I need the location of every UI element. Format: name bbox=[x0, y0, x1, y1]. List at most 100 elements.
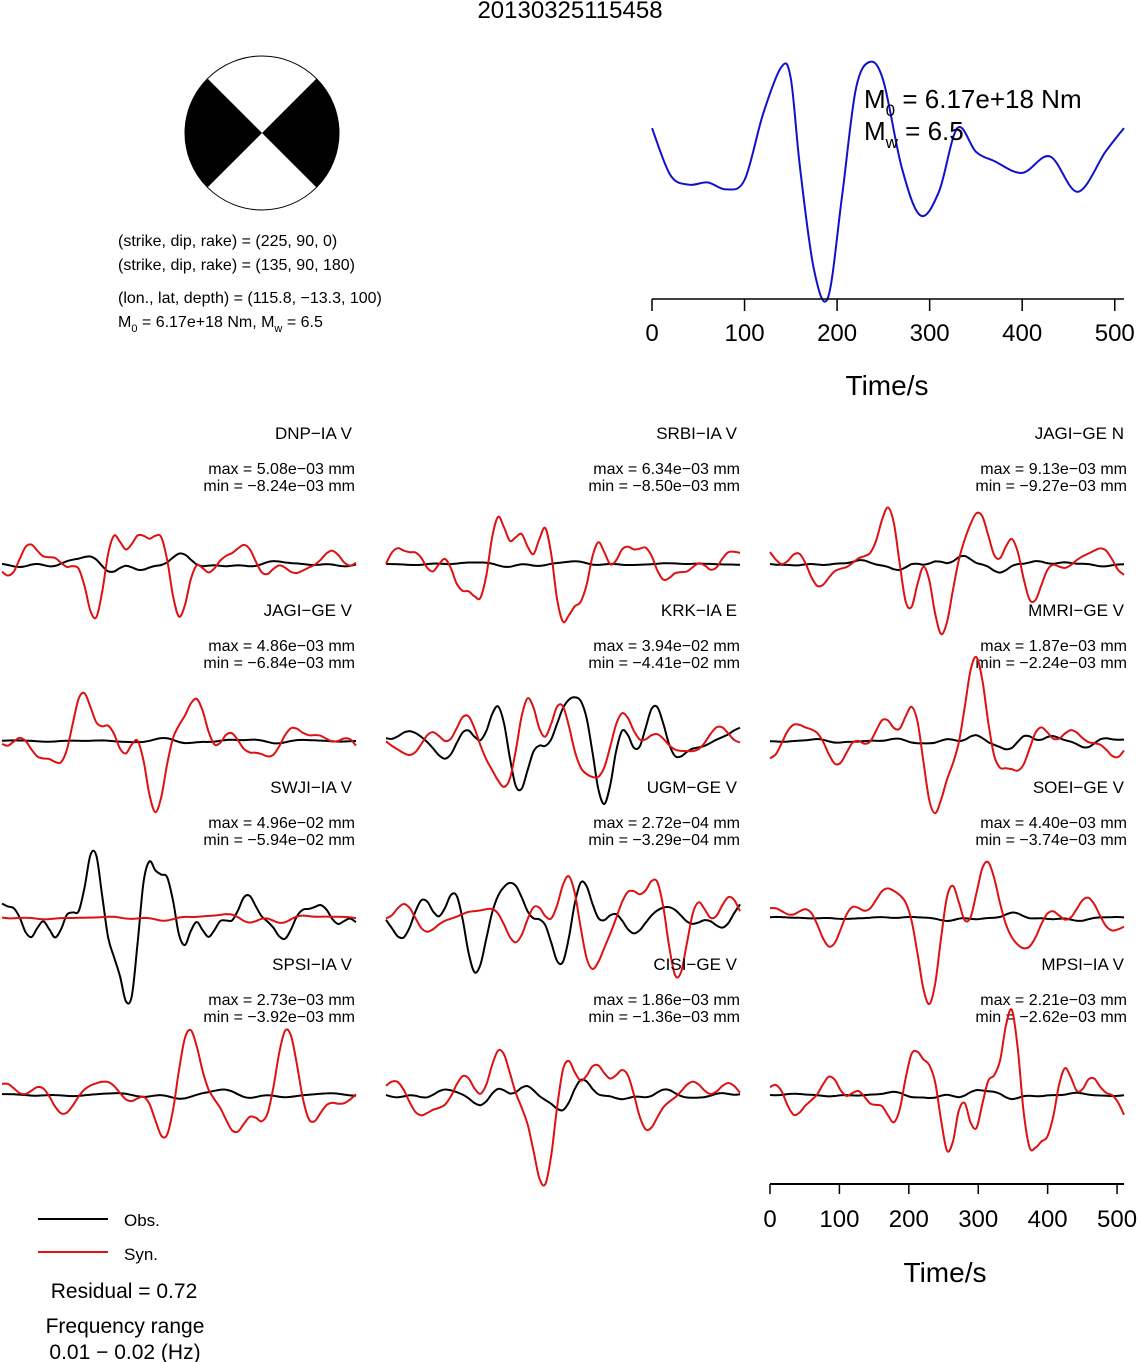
legend-obs-label: Obs. bbox=[124, 1211, 160, 1230]
station-name: JAGI−GE N bbox=[1035, 424, 1124, 443]
frequency-range-label: Frequency range bbox=[46, 1315, 205, 1338]
stf-mw: Mw = 6.5 bbox=[864, 116, 964, 152]
observed-trace bbox=[385, 880, 741, 974]
stf-tick-label: 100 bbox=[725, 320, 765, 347]
beachball bbox=[184, 55, 340, 211]
stf-tick-label: 500 bbox=[1095, 320, 1135, 347]
station-name: JAGI−GE V bbox=[264, 601, 353, 620]
source-location: (lon., lat, depth) = (115.8, −13.3, 100) bbox=[118, 290, 382, 307]
station-name: CISI−GE V bbox=[653, 955, 737, 974]
station-max: max = 5.08e−03 mm bbox=[208, 461, 355, 478]
station-name: SOEI−GE V bbox=[1033, 778, 1125, 797]
station-name: MMRI−GE V bbox=[1028, 601, 1125, 620]
station-max: max = 4.96e−02 mm bbox=[208, 815, 355, 832]
station-name: UGM−GE V bbox=[647, 778, 738, 797]
stf-curve bbox=[651, 60, 1125, 303]
station-min: min = −6.84e−03 mm bbox=[203, 655, 355, 672]
observed-trace bbox=[385, 560, 741, 568]
figure-title: 20130325115458 bbox=[477, 0, 662, 24]
stf-tick-label: 300 bbox=[910, 320, 950, 347]
nodal-plane-2: (strike, dip, rake) = (135, 90, 180) bbox=[118, 257, 355, 274]
station-max: max = 4.86e−03 mm bbox=[208, 638, 355, 655]
residual: Residual = 0.72 bbox=[51, 1280, 198, 1303]
station-min: min = −2.62e−03 mm bbox=[975, 1009, 1127, 1026]
synthetic-trace bbox=[385, 1048, 741, 1187]
observed-trace bbox=[385, 1078, 741, 1112]
station-max: max = 9.13e−03 mm bbox=[980, 461, 1127, 478]
station-max: max = 2.21e−03 mm bbox=[980, 992, 1127, 1009]
station-min: min = −8.50e−03 mm bbox=[588, 478, 740, 495]
legend-syn-label: Syn. bbox=[124, 1245, 158, 1264]
source-time-function: 0 100 200 300 400 500 bbox=[645, 60, 1135, 347]
station-name: KRK−IA E bbox=[661, 601, 737, 620]
station-min: min = −2.24e−03 mm bbox=[975, 655, 1127, 672]
synthetic-trace bbox=[385, 875, 741, 979]
station-name: SWJI−IA V bbox=[270, 778, 352, 797]
station-max: max = 6.34e−03 mm bbox=[593, 461, 740, 478]
traces-tick-label: 100 bbox=[819, 1206, 859, 1233]
traces-tick-label: 200 bbox=[889, 1206, 929, 1233]
traces-tick-label: 400 bbox=[1028, 1206, 1068, 1233]
synthetic-trace bbox=[1, 533, 357, 620]
traces-xlabel: Time/s bbox=[904, 1257, 987, 1288]
source-moment: M0 = 6.17e+18 Nm, Mw = 6.5 bbox=[118, 314, 323, 335]
station-name: SPSI−IA V bbox=[272, 955, 353, 974]
synthetic-trace bbox=[1, 913, 357, 924]
synthetic-trace bbox=[769, 506, 1125, 636]
observed-trace bbox=[1, 849, 357, 1005]
synthetic-trace bbox=[385, 515, 741, 624]
station-max: max = 1.86e−03 mm bbox=[593, 992, 740, 1009]
observed-trace bbox=[2, 1088, 357, 1100]
stf-tick-label: 400 bbox=[1002, 320, 1042, 347]
station-name: SRBI−IA V bbox=[656, 424, 737, 443]
observed-trace bbox=[1, 736, 357, 745]
traces-tick-label: 300 bbox=[958, 1206, 998, 1233]
stf-tick-label: 200 bbox=[817, 320, 857, 347]
legend: Obs. Syn. bbox=[38, 1211, 160, 1264]
station-min: min = −3.74e−03 mm bbox=[975, 832, 1127, 849]
station-max: max = 1.87e−03 mm bbox=[980, 638, 1127, 655]
synthetic-trace bbox=[385, 697, 741, 788]
nodal-plane-1: (strike, dip, rake) = (225, 90, 0) bbox=[118, 233, 337, 250]
traces-tick-label: 500 bbox=[1097, 1206, 1137, 1233]
synthetic-trace bbox=[769, 1008, 1125, 1153]
observed-trace bbox=[769, 734, 1125, 751]
station-name: MPSI−IA V bbox=[1041, 955, 1124, 974]
observed-trace bbox=[1, 552, 357, 573]
station-min: min = −4.41e−02 mm bbox=[588, 655, 740, 672]
traces-tick-label: 0 bbox=[763, 1206, 776, 1233]
synthetic-trace bbox=[769, 655, 1125, 815]
synthetic-trace bbox=[1, 1028, 357, 1139]
station-name: DNP−IA V bbox=[275, 424, 353, 443]
station-max: max = 2.73e−03 mm bbox=[208, 992, 355, 1009]
observed-trace bbox=[769, 554, 1125, 574]
beachball-quadrant-right bbox=[262, 78, 339, 188]
stf-xlabel: Time/s bbox=[846, 370, 929, 401]
synthetic-trace bbox=[769, 860, 1125, 1005]
station-min: min = −5.94e−02 mm bbox=[203, 832, 355, 849]
station-min: min = −8.24e−03 mm bbox=[203, 478, 355, 495]
station-min: min = −1.36e−03 mm bbox=[588, 1009, 740, 1026]
station-min: min = −3.29e−04 mm bbox=[588, 832, 740, 849]
station-min: min = −9.27e−03 mm bbox=[975, 478, 1127, 495]
station-min: min = −3.92e−03 mm bbox=[203, 1009, 355, 1026]
observed-trace bbox=[769, 1089, 1125, 1101]
stf-m0: M0 = 6.17e+18 Nm bbox=[864, 84, 1082, 120]
stf-tick-label: 0 bbox=[645, 320, 658, 347]
synthetic-trace bbox=[1, 691, 357, 814]
station-max: max = 2.72e−04 mm bbox=[593, 815, 740, 832]
